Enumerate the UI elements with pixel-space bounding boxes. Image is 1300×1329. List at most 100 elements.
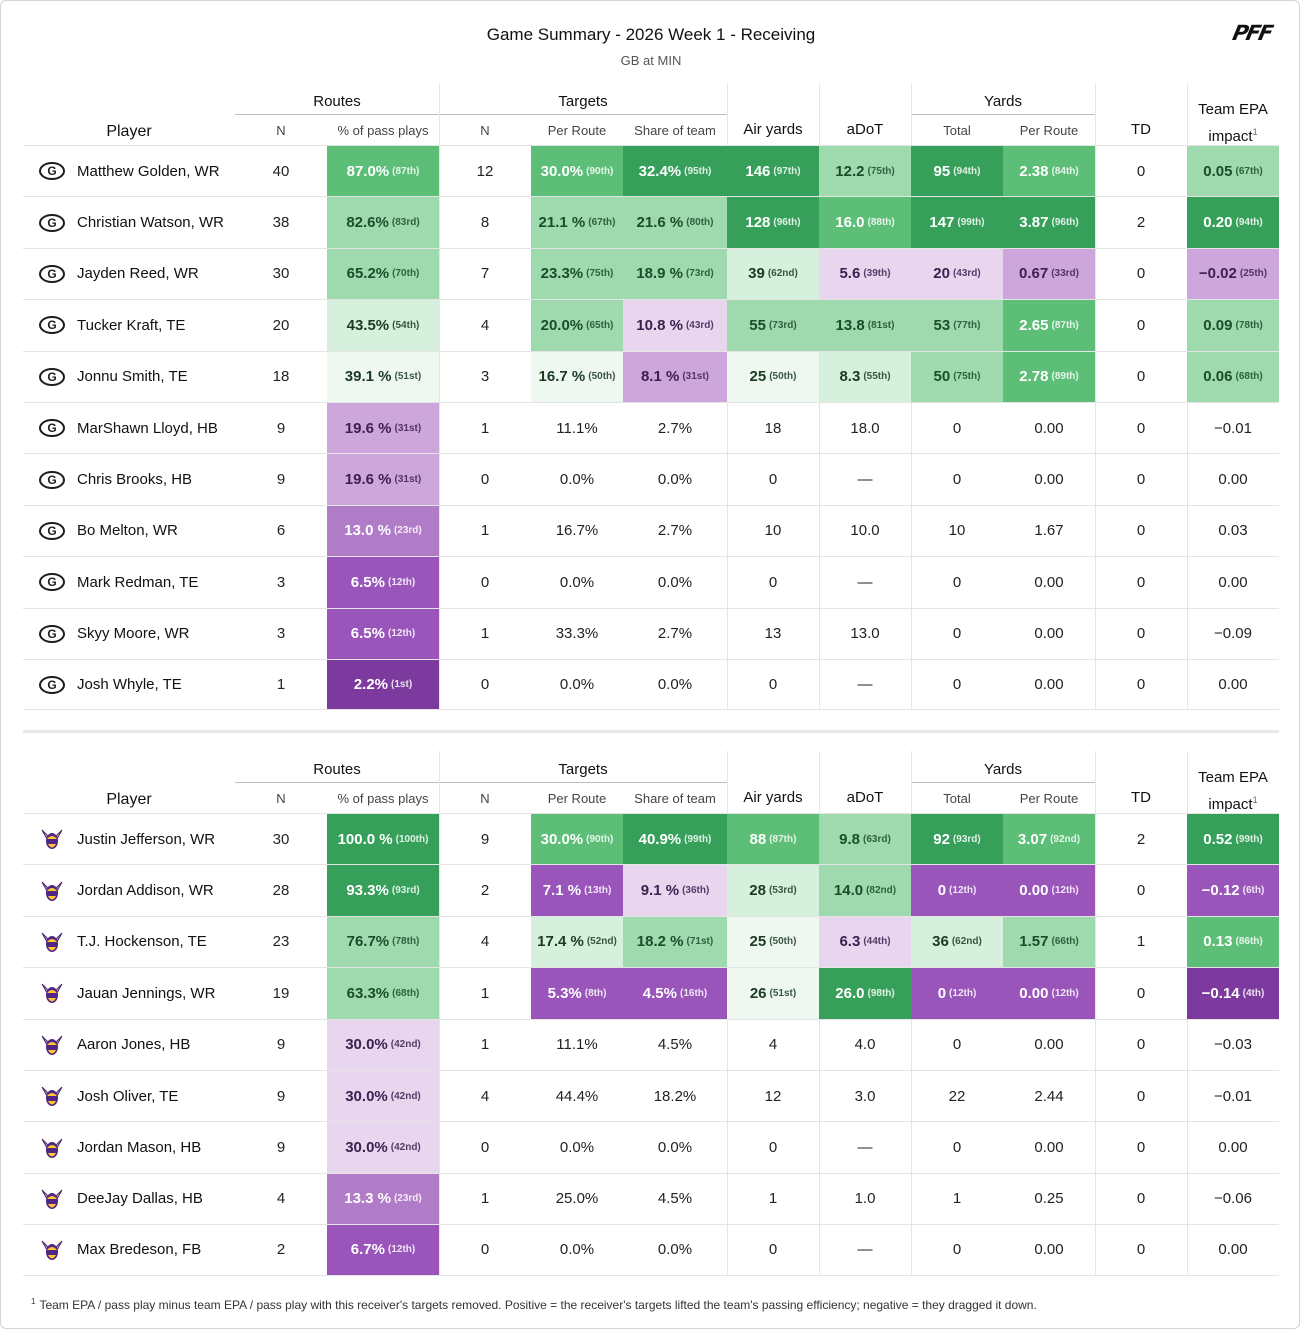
cell-td: 0 — [1095, 1122, 1187, 1172]
epa-header-line2: impact1 — [1187, 789, 1279, 816]
cell-ypr: 0.00 — [1003, 403, 1095, 453]
value-air: 0 — [768, 1241, 778, 1259]
percentile-adot: (98th) — [867, 987, 895, 999]
percentile-tpr: (75th) — [586, 268, 614, 280]
percentile-epa: (4th) — [1242, 987, 1265, 999]
packers-g-icon: G — [39, 162, 65, 181]
vikings-head-icon — [41, 1035, 63, 1055]
player-name: Justin Jefferson, WR — [77, 830, 216, 848]
cell-td: 2 — [1095, 197, 1187, 247]
cell-share: 18.9 % (73rd) — [623, 248, 727, 300]
cell-air: 39 (62nd) — [727, 248, 819, 300]
epa-header-impact: impact — [1208, 128, 1253, 145]
value-adot: — — [857, 471, 873, 489]
percentile-pct: (87th) — [392, 165, 420, 177]
cell-tgt: 9 — [439, 814, 531, 864]
value-routes: 2 — [276, 1241, 286, 1259]
cell-routes: 9 — [235, 1071, 327, 1121]
percentile-adot: (39th) — [863, 268, 891, 280]
value-adot: 13.0 — [850, 625, 880, 643]
cell-adot: 9.8 (63rd) — [819, 814, 911, 865]
value-td: 0 — [1136, 676, 1146, 694]
table-row: Jauan Jennings, WR 19 63.3% (68th) 1 5.3% (8th… — [23, 967, 1279, 1019]
cell-name: Max Bredeson, FB — [23, 1225, 235, 1274]
value-tpr: 11.1% — [556, 419, 598, 437]
cell-share: 18.2% — [623, 1071, 727, 1121]
percentile-tpr: (8th) — [584, 987, 607, 999]
epa-header-line1: Team EPA — [1198, 769, 1268, 786]
cell-tpr: 30.0% (90th) — [531, 814, 623, 865]
value-td: 0 — [1136, 1036, 1146, 1054]
vikings-head-icon — [41, 984, 63, 1004]
value-tpr: 44.4% — [555, 1087, 599, 1105]
cell-pct: 82.6% (83rd) — [327, 197, 439, 248]
cell-routes: 2 — [235, 1225, 327, 1274]
vikings-head-icon — [41, 1240, 63, 1260]
targets-group-header: Targets — [439, 761, 727, 783]
value-tpr: 23.3% — [540, 265, 584, 283]
value-air: 88 — [749, 830, 767, 848]
footnote: 1 Team EPA / pass play minus team EPA / p… — [31, 1297, 1037, 1312]
percentile-adot: (82nd) — [866, 885, 897, 897]
percentile-pct: (100th) — [395, 833, 429, 845]
vikings-head-icon — [41, 932, 63, 952]
cell-routes: 1 — [235, 660, 327, 709]
value-yds: 0 — [937, 882, 947, 900]
epa-footnote-ref: 1 — [1252, 127, 1258, 137]
table-row: Josh Oliver, TE 9 30.0% (42nd) 4 44.4% 18.2% 12… — [23, 1069, 1279, 1122]
cell-tpr: 25.0% — [531, 1174, 623, 1224]
value-tpr: 0.0% — [559, 1139, 595, 1157]
cell-name: T.J. Hockenson, TE — [23, 917, 235, 967]
value-ypr: 0.25 — [1034, 1190, 1064, 1208]
cell-epa: 0.00 — [1187, 660, 1279, 709]
cell-epa: 0.52 (99th) — [1187, 814, 1279, 865]
percentile-epa: (99th) — [1235, 833, 1263, 845]
percentile-tpr: (90th) — [586, 165, 614, 177]
value-td: 0 — [1136, 162, 1146, 180]
cell-td: 0 — [1095, 1071, 1187, 1121]
percentile-epa: (78th) — [1235, 319, 1263, 331]
value-pct: 100.0 % — [337, 830, 393, 848]
cell-yds: 0 — [911, 1020, 1003, 1070]
epa-header-impact: impact — [1208, 796, 1253, 813]
cell-tpr: 5.3% (8th) — [531, 968, 623, 1019]
percentile-pct: (68th) — [392, 987, 420, 999]
value-yds: 147 — [929, 214, 955, 232]
value-share: 4.5% — [657, 1036, 693, 1054]
yards-group-header: Yards — [911, 761, 1095, 783]
percentile-pct: (1st) — [391, 679, 413, 691]
cell-tpr: 11.1% — [531, 403, 623, 453]
value-pct: 19.6 % — [344, 471, 392, 489]
cell-ypr: 0.00 — [1003, 609, 1095, 659]
value-td: 0 — [1136, 984, 1146, 1002]
percentile-adot: (88th) — [867, 217, 895, 229]
routes-n-header: N — [276, 123, 286, 138]
player-name: Christian Watson, WR — [77, 214, 224, 232]
cell-adot: 1.0 — [819, 1174, 911, 1224]
value-yds: 0 — [952, 625, 962, 643]
value-ypr: 0.00 — [1034, 419, 1064, 437]
cell-name: G Bo Melton, WR — [23, 506, 235, 556]
table-row: T.J. Hockenson, TE 23 76.7% (78th) 4 17.4 % (5… — [23, 915, 1279, 968]
cell-tpr: 0.0% — [531, 660, 623, 709]
cell-adot: — — [819, 1122, 911, 1172]
cell-adot: 4.0 — [819, 1020, 911, 1070]
value-share: 2.7% — [657, 419, 693, 437]
cell-tpr: 20.0% (65th) — [531, 300, 623, 351]
cell-adot: 26.0 (98th) — [819, 968, 911, 1019]
value-epa: 0.06 — [1203, 368, 1233, 386]
value-pct: 13.3 % — [344, 1190, 391, 1208]
cell-yds: 0 — [911, 1122, 1003, 1172]
cell-routes: 9 — [235, 1122, 327, 1172]
cell-yds: 147 (99th) — [911, 197, 1003, 248]
player-name: Josh Whyle, TE — [77, 676, 182, 694]
value-ypr: 1.67 — [1034, 522, 1064, 540]
cell-adot: 10.0 — [819, 506, 911, 556]
value-tpr: 5.3% — [547, 984, 582, 1002]
cell-adot: 12.2 (75th) — [819, 146, 911, 197]
cell-name: Justin Jefferson, WR — [23, 814, 235, 864]
table-row: Justin Jefferson, WR 30 100.0 % (100th) 9 30.… — [23, 813, 1279, 865]
percentile-pct: (12th) — [387, 1244, 416, 1256]
value-adot: 13.8 — [835, 316, 865, 334]
